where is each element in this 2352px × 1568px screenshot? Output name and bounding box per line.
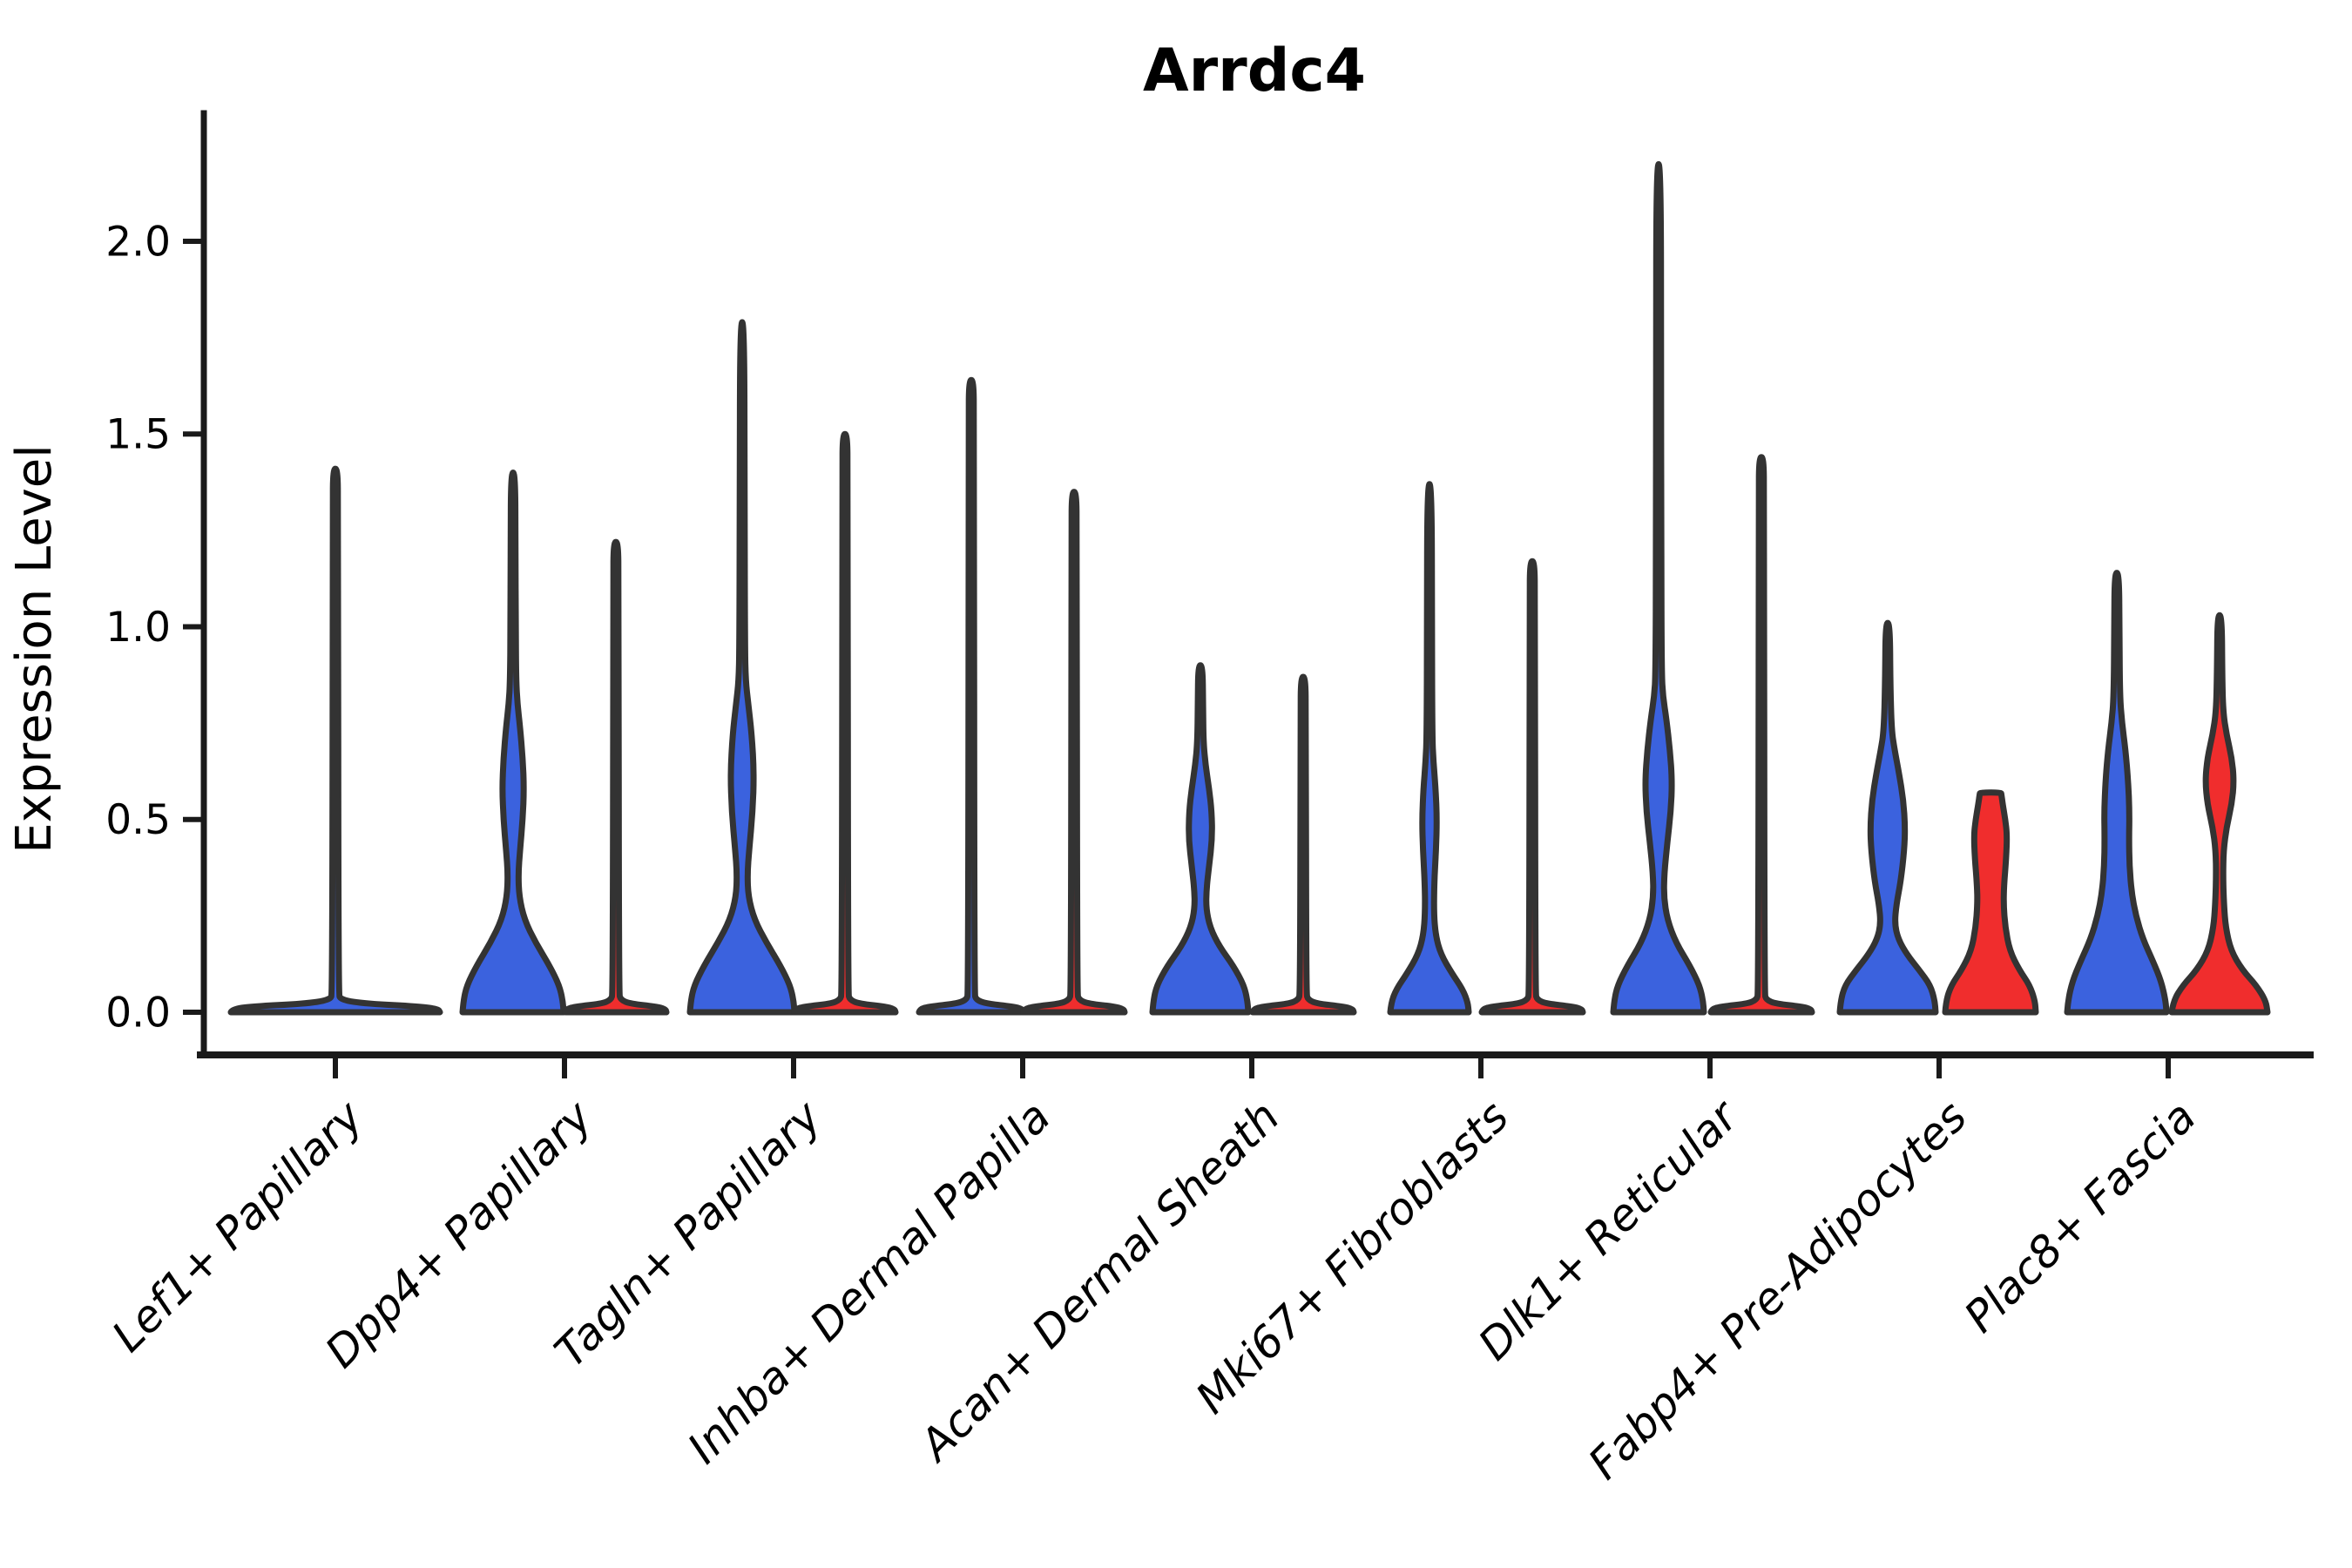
violin-red-plac8 <box>2168 612 2271 1016</box>
violin-blue-dpp4 <box>459 470 567 1016</box>
violin-red-mki67 <box>1478 558 1586 1016</box>
y-axis-ticks: 0.0 0.5 1.0 1.5 2.0 <box>105 218 204 1037</box>
violin-blue-dlk1 <box>1610 161 1707 1016</box>
violin-red-acan <box>1249 673 1357 1016</box>
chart-title: Arrdc4 <box>1143 37 1366 105</box>
violin-blue-acan <box>1149 662 1252 1016</box>
violin-blue-mki67 <box>1387 481 1472 1016</box>
y-tick-label: 0.5 <box>105 796 171 844</box>
violin-blue-fabp4 <box>1836 619 1939 1016</box>
violin-shapes <box>227 161 2271 1016</box>
violin-red-fabp4 <box>1942 789 2039 1016</box>
violin-blue-tagln <box>686 319 798 1016</box>
axes-spines <box>197 110 2314 1058</box>
violin-red-dlk1 <box>1707 454 1815 1016</box>
x-tick-label: Inhba+ Dermal Papilla <box>678 1092 1059 1473</box>
violin-blue-plac8 <box>2064 570 2170 1016</box>
x-tick-label: Fabp4+ Pre-Adipocytes <box>1578 1092 1977 1490</box>
y-tick-label: 1.5 <box>105 411 171 459</box>
violin-red-dpp4 <box>562 538 670 1016</box>
y-tick-label: 0.0 <box>105 989 171 1037</box>
violin-red-tagln <box>791 430 899 1016</box>
violin-blue-inhba <box>916 376 1027 1016</box>
violin-red-inhba <box>1020 489 1128 1016</box>
y-tick-label: 1.0 <box>105 604 171 652</box>
x-tick-label: Acan+ Dermal Sheath <box>909 1092 1289 1472</box>
violin-blue-lef1 <box>227 465 443 1016</box>
x-tick-label: Plac8+ Fascia <box>1955 1092 2206 1342</box>
x-tick-label: Lef1+ Papillary <box>103 1091 374 1362</box>
y-tick-label: 2.0 <box>105 218 171 266</box>
y-axis-label: Expression Level <box>6 444 63 854</box>
